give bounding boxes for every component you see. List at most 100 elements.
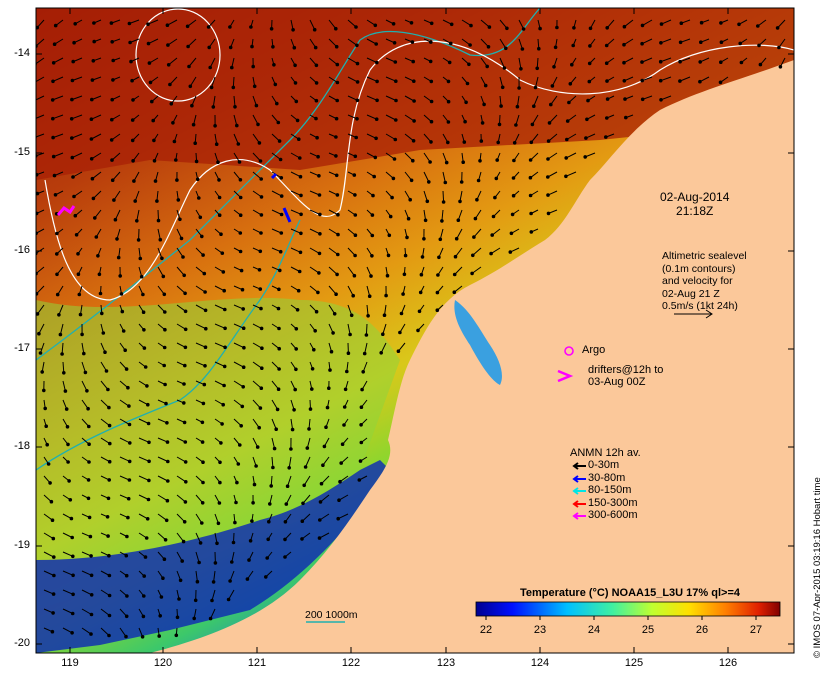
velocity-arrowhead <box>72 60 75 63</box>
velocity-arrowhead <box>320 482 323 485</box>
velocity-arrowhead <box>255 465 258 468</box>
velocity-arrowhead <box>315 99 318 102</box>
velocity-arrowhead <box>56 232 59 235</box>
velocity-arrowhead <box>488 26 491 29</box>
velocity-arrowhead <box>531 123 534 126</box>
velocity-arrowhead <box>424 219 427 222</box>
velocity-arrowhead <box>204 291 207 294</box>
velocity-arrowhead <box>315 117 318 120</box>
velocity-arrowhead <box>98 273 101 276</box>
velocity-arrowhead <box>125 368 128 371</box>
velocity-arrowhead <box>91 98 94 101</box>
velocity-arrowhead <box>91 177 94 180</box>
velocity-arrowhead <box>74 214 77 217</box>
velocity-arrowhead <box>108 594 111 597</box>
velocity-arrowhead <box>394 138 397 141</box>
colorbar-tick-label: 27 <box>741 624 771 636</box>
velocity-arrowhead <box>164 328 167 331</box>
velocity-arrowhead <box>759 63 762 66</box>
velocity-arrowhead <box>279 158 282 161</box>
velocity-arrowhead <box>699 80 702 83</box>
velocity-arrowhead <box>179 579 182 582</box>
velocity-arrowhead <box>360 441 363 444</box>
velocity-arrowhead <box>439 238 442 241</box>
velocity-arrowhead <box>679 80 682 83</box>
velocity-arrowhead <box>239 214 242 217</box>
velocity-arrowhead <box>512 194 515 197</box>
velocity-arrowhead <box>110 22 113 25</box>
velocity-arrowhead <box>335 45 338 48</box>
velocity-arrowhead <box>183 421 186 424</box>
velocity-arrowhead <box>65 408 68 411</box>
velocity-arrowhead <box>175 159 178 162</box>
velocity-arrowhead <box>375 43 378 46</box>
velocity-arrowhead <box>205 327 208 330</box>
velocity-arrowhead <box>463 141 466 144</box>
velocity-arrowhead <box>64 390 67 393</box>
velocity-arrowhead <box>214 562 217 565</box>
velocity-arrowhead <box>353 174 356 177</box>
velocity-arrowhead <box>296 119 299 122</box>
velocity-arrowhead <box>165 519 168 522</box>
velocity-arrowhead <box>337 517 340 520</box>
velocity-arrowhead <box>383 314 386 317</box>
velocity-arrowhead <box>217 522 220 525</box>
velocity-arrowhead <box>214 125 217 128</box>
velocity-arrowhead <box>588 80 591 83</box>
velocity-arrowhead <box>202 254 205 257</box>
velocity-arrowhead <box>250 26 253 29</box>
velocity-arrowhead <box>143 595 146 598</box>
velocity-arrowhead <box>360 406 363 409</box>
velocity-arrowhead <box>293 46 296 49</box>
velocity-arrowhead <box>318 194 321 197</box>
velocity-arrowhead <box>606 27 609 30</box>
velocity-arrowhead <box>147 23 150 26</box>
velocity-arrowhead <box>337 213 340 216</box>
date-line: 02-Aug-2014 <box>660 190 729 204</box>
velocity-arrowhead <box>382 333 385 336</box>
velocity-arrowhead <box>184 461 187 464</box>
velocity-arrowhead <box>116 238 119 241</box>
velocity-arrowhead <box>73 41 76 44</box>
velocity-arrowhead <box>308 428 311 431</box>
velocity-arrowhead <box>202 481 205 484</box>
velocity-arrowhead <box>319 519 322 522</box>
velocity-arrowhead <box>208 46 211 49</box>
velocity-arrowhead <box>359 460 362 463</box>
velocity-arrowhead <box>317 291 320 294</box>
velocity-arrowhead <box>292 29 295 32</box>
velocity-arrowhead <box>210 86 213 89</box>
velocity-arrowhead <box>505 47 508 50</box>
velocity-arrowhead <box>111 118 114 121</box>
velocity-arrowhead <box>300 194 303 197</box>
velocity-arrowhead <box>221 423 224 426</box>
velocity-arrowhead <box>319 233 322 236</box>
velocity-arrowhead <box>198 197 201 200</box>
velocity-arrowhead <box>54 194 57 197</box>
velocity-arrowhead <box>466 82 469 85</box>
velocity-arrowhead <box>325 426 328 429</box>
velocity-arrowhead <box>566 138 569 141</box>
velocity-arrowhead <box>302 502 305 505</box>
colorbar-tick-label: 24 <box>579 624 609 636</box>
velocity-arrowhead <box>371 214 374 217</box>
velocity-arrowhead <box>108 614 111 617</box>
velocity-arrowhead <box>94 217 97 220</box>
velocity-arrowhead <box>389 215 392 218</box>
velocity-arrowhead <box>355 136 358 139</box>
velocity-arrowhead <box>299 251 302 254</box>
velocity-arrowhead <box>315 64 318 67</box>
velocity-arrowhead <box>52 62 55 65</box>
velocity-arrowhead <box>164 539 167 542</box>
velocity-arrowhead <box>641 61 644 64</box>
velocity-arrowhead <box>258 269 261 272</box>
velocity-arrowhead <box>201 421 204 424</box>
velocity-arrowhead <box>179 218 182 221</box>
velocity-arrowhead <box>90 118 93 121</box>
velocity-arrowhead <box>605 136 608 139</box>
velocity-arrowhead <box>547 212 550 215</box>
velocity-arrowhead <box>131 139 134 142</box>
velocity-arrowhead <box>417 329 420 332</box>
velocity-arrowhead <box>547 140 550 143</box>
velocity-arrowhead <box>143 347 146 350</box>
